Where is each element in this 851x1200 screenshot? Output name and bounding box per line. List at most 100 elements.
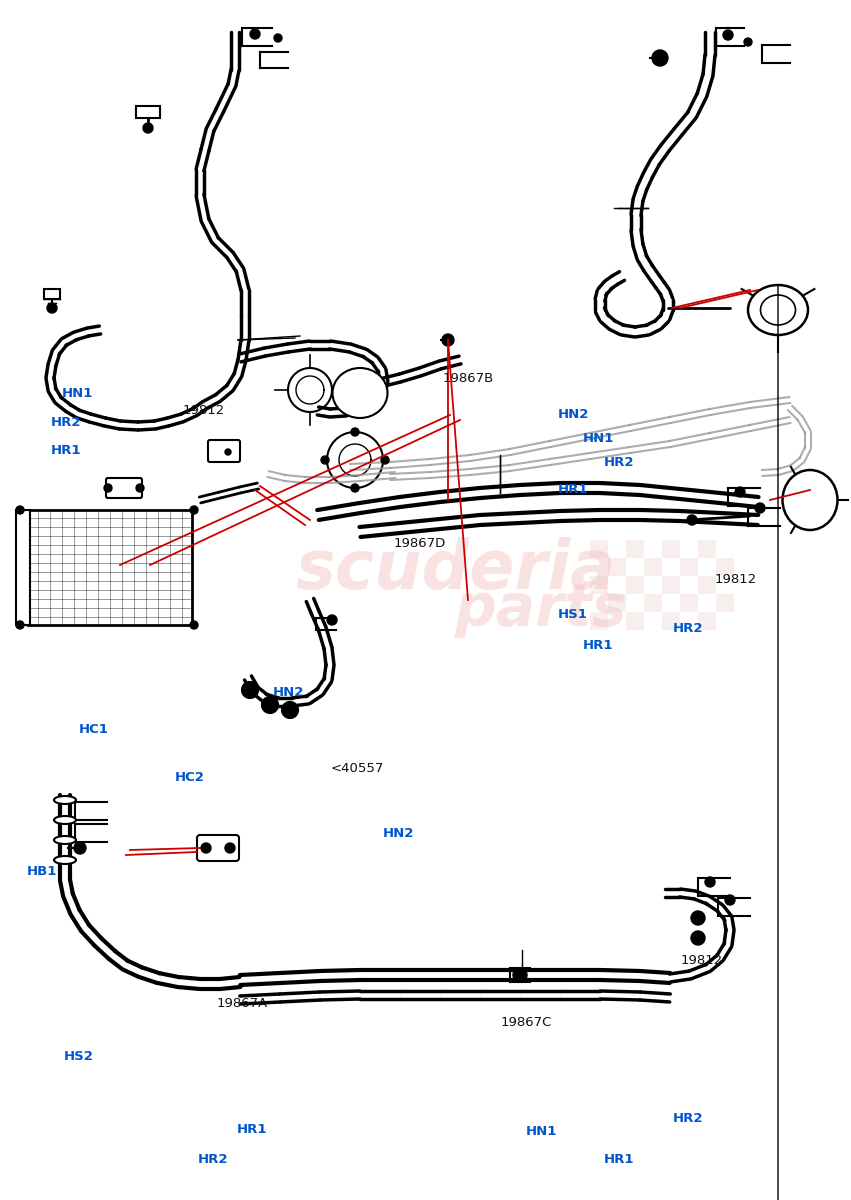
Bar <box>608 558 626 576</box>
Bar <box>626 576 644 594</box>
Text: 19867C: 19867C <box>500 1016 551 1028</box>
Ellipse shape <box>54 796 76 804</box>
Text: <40557: <40557 <box>330 762 384 774</box>
Bar <box>662 540 680 558</box>
Text: 19812: 19812 <box>183 404 226 416</box>
Bar <box>644 558 662 576</box>
Circle shape <box>16 506 24 514</box>
Text: HR2: HR2 <box>672 623 703 635</box>
Text: HN1: HN1 <box>526 1126 557 1138</box>
Circle shape <box>16 622 24 629</box>
Text: HR2: HR2 <box>604 456 635 468</box>
Circle shape <box>351 428 359 436</box>
Ellipse shape <box>54 856 76 864</box>
Bar <box>698 540 716 558</box>
Text: 19867D: 19867D <box>393 538 445 550</box>
Circle shape <box>687 515 697 526</box>
Bar <box>28 510 192 625</box>
Text: parts: parts <box>455 582 627 638</box>
Circle shape <box>201 842 211 853</box>
Circle shape <box>744 38 752 46</box>
Text: HN1: HN1 <box>62 388 94 400</box>
Text: HS1: HS1 <box>557 608 587 620</box>
Text: HR1: HR1 <box>583 640 614 652</box>
Circle shape <box>705 877 715 887</box>
Text: HR1: HR1 <box>51 444 82 456</box>
Circle shape <box>225 842 235 853</box>
Bar <box>44 289 60 299</box>
Circle shape <box>136 484 144 492</box>
Bar <box>590 612 608 630</box>
Ellipse shape <box>783 470 837 530</box>
Circle shape <box>274 34 282 42</box>
Bar <box>680 594 698 612</box>
Circle shape <box>262 697 278 713</box>
Bar <box>626 612 644 630</box>
Circle shape <box>47 302 57 313</box>
Circle shape <box>652 50 668 66</box>
Text: HN2: HN2 <box>557 408 589 420</box>
Text: HN2: HN2 <box>272 686 304 698</box>
Circle shape <box>250 29 260 38</box>
Circle shape <box>104 484 112 492</box>
Bar <box>608 594 626 612</box>
Circle shape <box>381 456 389 464</box>
Text: 19867B: 19867B <box>443 372 494 384</box>
Bar <box>590 540 608 558</box>
Circle shape <box>327 614 337 625</box>
Text: HB1: HB1 <box>27 865 58 877</box>
Ellipse shape <box>54 836 76 844</box>
Bar <box>644 594 662 612</box>
Circle shape <box>225 449 231 455</box>
Bar <box>680 558 698 576</box>
FancyBboxPatch shape <box>106 478 142 498</box>
Text: scuderia: scuderia <box>295 538 615 602</box>
Text: HN2: HN2 <box>383 828 414 840</box>
Bar <box>590 576 608 594</box>
FancyBboxPatch shape <box>208 440 240 462</box>
Circle shape <box>190 506 198 514</box>
Text: HR2: HR2 <box>672 1112 703 1124</box>
Text: HC2: HC2 <box>174 772 204 784</box>
Text: HR1: HR1 <box>557 484 588 496</box>
Bar <box>626 540 644 558</box>
FancyBboxPatch shape <box>197 835 239 862</box>
Circle shape <box>442 334 454 346</box>
Bar <box>662 612 680 630</box>
Ellipse shape <box>54 816 76 824</box>
Circle shape <box>351 484 359 492</box>
Circle shape <box>735 487 745 497</box>
Text: 19812: 19812 <box>715 574 757 586</box>
Circle shape <box>74 842 86 854</box>
Text: 19867A: 19867A <box>217 997 268 1009</box>
Bar <box>716 558 734 576</box>
Circle shape <box>282 702 298 718</box>
Bar <box>716 594 734 612</box>
Text: 19812: 19812 <box>681 954 723 966</box>
Bar <box>662 576 680 594</box>
Circle shape <box>691 931 705 946</box>
Circle shape <box>242 682 258 698</box>
Ellipse shape <box>333 368 387 418</box>
Circle shape <box>725 895 735 905</box>
Circle shape <box>321 456 329 464</box>
Ellipse shape <box>761 295 796 325</box>
Text: HR1: HR1 <box>237 1123 267 1135</box>
Text: HS2: HS2 <box>64 1050 94 1062</box>
Bar <box>136 106 160 118</box>
Text: HC1: HC1 <box>78 724 108 736</box>
Bar <box>16 510 30 625</box>
Ellipse shape <box>748 284 808 335</box>
Circle shape <box>143 122 153 133</box>
Circle shape <box>513 968 527 982</box>
Circle shape <box>691 911 705 925</box>
Bar <box>698 576 716 594</box>
Circle shape <box>755 503 765 514</box>
Text: HR2: HR2 <box>51 416 82 428</box>
Circle shape <box>723 30 733 40</box>
Circle shape <box>190 622 198 629</box>
Bar <box>698 612 716 630</box>
Text: HN1: HN1 <box>583 432 614 444</box>
Text: HR1: HR1 <box>604 1153 635 1165</box>
Text: HR2: HR2 <box>197 1153 228 1165</box>
